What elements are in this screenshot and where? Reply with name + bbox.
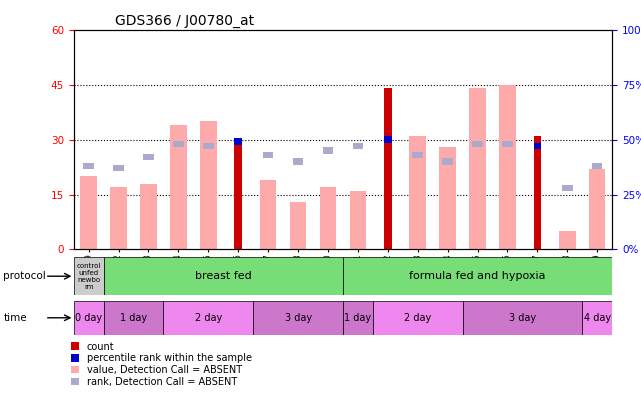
- Bar: [74, 257, 104, 295]
- Bar: [343, 301, 373, 335]
- Text: 4 day: 4 day: [584, 313, 611, 323]
- Bar: [253, 301, 343, 335]
- Bar: [104, 301, 163, 335]
- Bar: [200, 121, 217, 249]
- Bar: [235, 139, 242, 249]
- Bar: [502, 141, 513, 147]
- Text: value, Detection Call = ABSENT: value, Detection Call = ABSENT: [87, 365, 242, 375]
- Bar: [472, 141, 483, 147]
- Bar: [104, 257, 343, 295]
- Text: protocol: protocol: [3, 271, 46, 281]
- Bar: [384, 136, 392, 143]
- Bar: [163, 301, 253, 335]
- Text: control
unfed
newbo
rm: control unfed newbo rm: [76, 263, 101, 290]
- Text: 2 day: 2 day: [404, 313, 431, 323]
- Text: 1 day: 1 day: [344, 313, 371, 323]
- Bar: [469, 88, 486, 249]
- Text: 3 day: 3 day: [509, 313, 536, 323]
- Bar: [110, 187, 127, 249]
- Bar: [533, 143, 541, 149]
- Bar: [144, 154, 154, 160]
- Bar: [353, 143, 363, 149]
- Text: rank, Detection Call = ABSENT: rank, Detection Call = ABSENT: [87, 377, 237, 387]
- Bar: [290, 202, 306, 249]
- Bar: [81, 176, 97, 249]
- Text: GDS366 / J00780_at: GDS366 / J00780_at: [115, 14, 254, 28]
- Text: 2 day: 2 day: [195, 313, 222, 323]
- Text: 1 day: 1 day: [120, 313, 147, 323]
- Text: 0 day: 0 day: [75, 313, 102, 323]
- Text: formula fed and hypoxia: formula fed and hypoxia: [410, 271, 545, 281]
- Bar: [74, 301, 104, 335]
- Bar: [384, 88, 392, 249]
- Text: 3 day: 3 day: [285, 313, 312, 323]
- Bar: [171, 125, 187, 249]
- Bar: [413, 152, 423, 158]
- Bar: [343, 257, 612, 295]
- Bar: [589, 169, 605, 249]
- Bar: [582, 301, 612, 335]
- Bar: [463, 301, 582, 335]
- Bar: [235, 139, 242, 145]
- Bar: [173, 141, 183, 147]
- Bar: [203, 143, 213, 149]
- Bar: [140, 183, 156, 249]
- Bar: [499, 85, 515, 249]
- Text: percentile rank within the sample: percentile rank within the sample: [87, 353, 251, 364]
- Bar: [533, 136, 541, 249]
- Bar: [320, 187, 336, 249]
- Bar: [350, 191, 366, 249]
- Bar: [559, 231, 576, 249]
- Bar: [373, 301, 463, 335]
- Bar: [263, 152, 273, 158]
- Bar: [442, 158, 453, 165]
- Text: breast fed: breast fed: [195, 271, 252, 281]
- Text: time: time: [3, 313, 27, 323]
- Bar: [83, 163, 94, 169]
- Bar: [260, 180, 276, 249]
- Bar: [293, 158, 303, 165]
- Bar: [562, 185, 572, 191]
- Text: count: count: [87, 341, 114, 352]
- Bar: [322, 147, 333, 154]
- Bar: [592, 163, 603, 169]
- Bar: [439, 147, 456, 249]
- Bar: [410, 136, 426, 249]
- Bar: [113, 165, 124, 171]
